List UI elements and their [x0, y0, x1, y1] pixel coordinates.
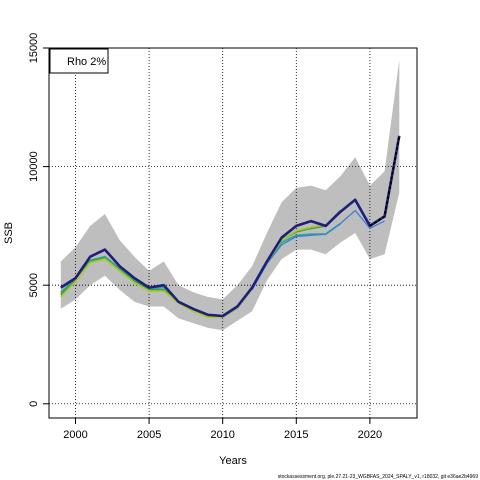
- y-axis: 0 5000 10000 15000: [28, 33, 49, 407]
- x-tick-label: 2010: [210, 429, 234, 441]
- y-axis-title: SSB: [3, 222, 15, 244]
- series-line-0: [60, 135, 401, 318]
- x-tick-label: 2005: [137, 429, 161, 441]
- plot-frame: [48, 47, 418, 419]
- footer-credit: stockassessment.org, ple.27.21-23_WGBFAS…: [278, 474, 478, 480]
- projection-line: [369, 135, 401, 227]
- legend-box: [49, 48, 109, 74]
- series-line-4: [251, 209, 385, 291]
- confidence-band-layer: [60, 59, 400, 331]
- x-tick-label: 2015: [284, 429, 308, 441]
- y-tick-label: 10000: [28, 151, 40, 182]
- x-tick-label: 2000: [63, 429, 87, 441]
- legend: Rho 2%: [49, 48, 109, 74]
- y-tick-label: 0: [28, 401, 40, 407]
- series-layer: [60, 135, 401, 319]
- x-axis-title: Years: [219, 455, 247, 467]
- confidence-band: [60, 59, 400, 331]
- y-tick-label: 15000: [28, 33, 40, 64]
- y-tick-label: 5000: [28, 273, 40, 297]
- legend-text: Rho 2%: [67, 56, 106, 68]
- x-tick-label: 2020: [358, 429, 382, 441]
- x-axis: 2000 2005 2010 2015 2020: [63, 418, 382, 441]
